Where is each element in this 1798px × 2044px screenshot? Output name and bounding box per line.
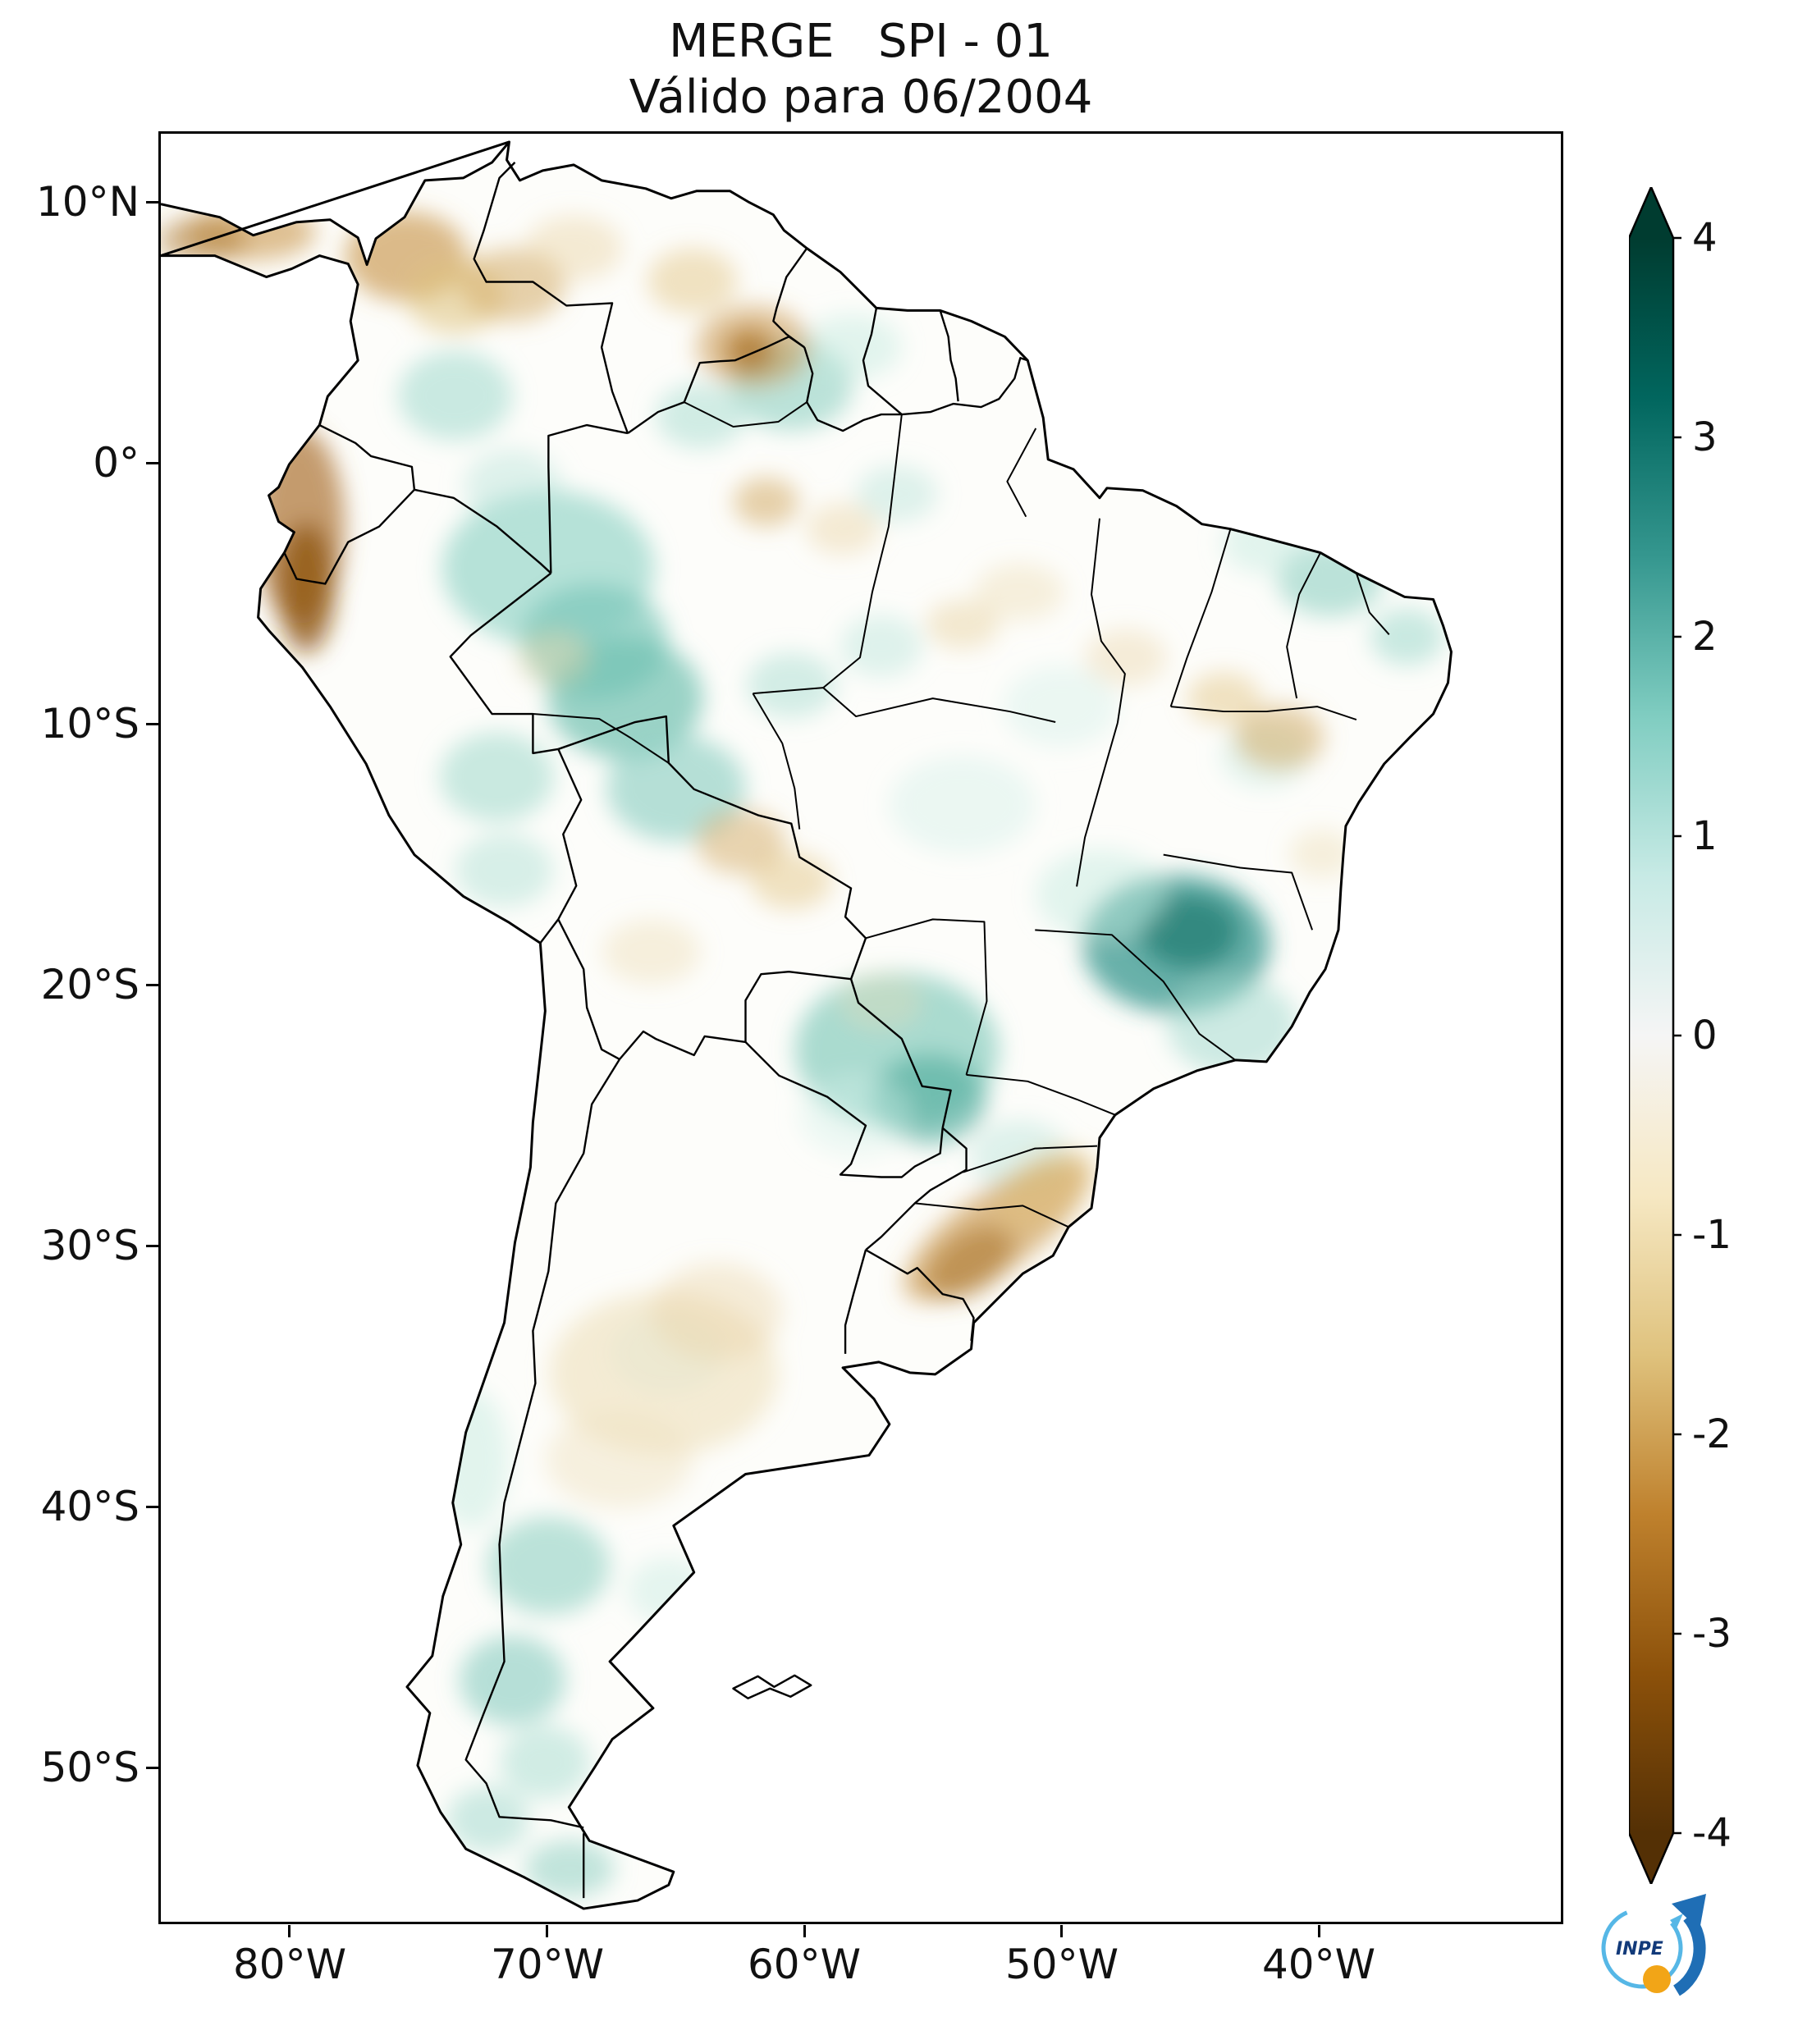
spi-anomaly-layer: [161, 203, 1444, 1898]
x-tick-label: 40°W: [1261, 1941, 1376, 1988]
y-tick-label: 30°S: [40, 1222, 140, 1269]
y-tick-mark: [146, 1767, 158, 1769]
y-tick-label: 0°: [93, 439, 140, 487]
inpe-logo-text: INPE: [1616, 1939, 1663, 1959]
y-tick-label: 10°N: [35, 178, 140, 226]
inpe-logo-orange-dot: [1643, 1965, 1671, 1993]
map-plot-area: INPE: [158, 131, 1706, 1996]
colorbar-tick-label: -3: [1692, 1611, 1732, 1657]
y-tick-mark: [146, 1506, 158, 1508]
inpe-logo: INPE: [1601, 1894, 1706, 1996]
colorbar-tick-label: 2: [1692, 614, 1718, 660]
country-borders: [283, 162, 1028, 1899]
chart-title: MERGE SPI - 01: [669, 15, 1053, 68]
y-tick-label: 10°S: [40, 700, 140, 748]
x-tick-label: 60°W: [747, 1941, 862, 1988]
x-tick-label: 50°W: [1004, 1941, 1119, 1988]
colorbar: [1629, 187, 1681, 1884]
colorbar-tick-label: 3: [1692, 414, 1718, 460]
x-tick-mark: [1060, 1925, 1063, 1937]
y-tick-mark: [146, 984, 158, 986]
x-tick-mark: [546, 1925, 548, 1937]
inpe-logo-orbit-arrowhead: [1670, 1914, 1683, 1928]
colorbar-tick-label: 1: [1692, 813, 1718, 859]
x-tick-mark: [1318, 1925, 1320, 1937]
colorbar-tick-label: -2: [1692, 1411, 1732, 1457]
chart-subtitle: Válido para 06/2004: [629, 71, 1093, 124]
colorbar-tick-label: 4: [1692, 215, 1718, 261]
coastline: [161, 140, 1453, 1910]
x-tick-mark: [288, 1925, 291, 1937]
colorbar-tick-marks: [1673, 236, 1681, 1835]
inpe-logo-arrow-head: [1672, 1894, 1706, 1930]
inpe-logo-arrow: [1672, 1913, 1706, 1996]
colorbar-tick-label: -4: [1692, 1810, 1732, 1856]
brazil-state-borders: [533, 401, 1390, 1228]
colorbar-gradient-body: [1629, 187, 1675, 1884]
y-tick-mark: [146, 201, 158, 203]
y-tick-mark: [146, 1245, 158, 1247]
y-tick-label: 50°S: [40, 1744, 140, 1791]
x-tick-mark: [803, 1925, 806, 1937]
colorbar-tick-label: 0: [1692, 1013, 1718, 1059]
y-tick-label: 20°S: [40, 961, 140, 1008]
x-tick-label: 70°W: [490, 1941, 605, 1988]
y-tick-mark: [146, 462, 158, 464]
y-tick-mark: [146, 723, 158, 725]
south-america-spi-map: [161, 140, 1453, 1910]
y-tick-label: 40°S: [40, 1483, 140, 1530]
island-outline: [732, 1674, 812, 1699]
spi-dry-anomaly-patches: [161, 203, 1355, 1509]
colorbar-tick-label: -1: [1692, 1212, 1732, 1258]
x-tick-label: 80°W: [232, 1941, 347, 1988]
